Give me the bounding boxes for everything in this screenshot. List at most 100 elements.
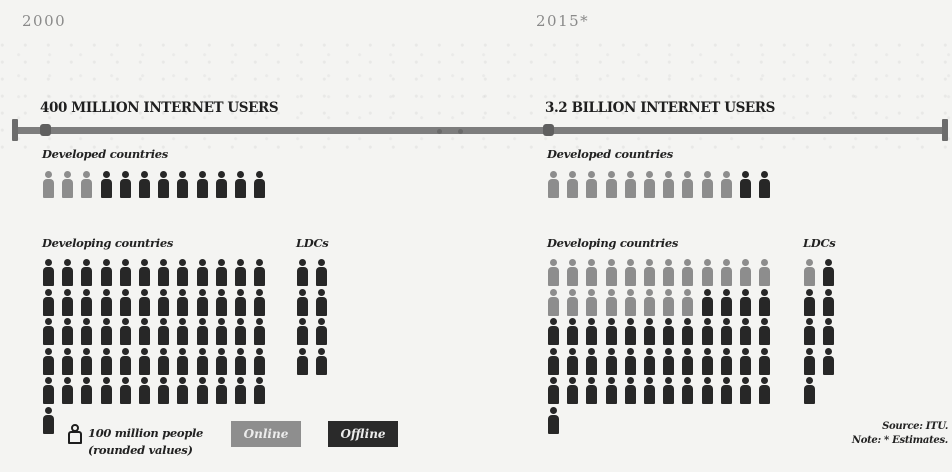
- person-icon-online-developed-countries: [624, 171, 636, 199]
- timeline-dot: [437, 129, 442, 134]
- person-icon-online-developing-countries: [681, 259, 694, 287]
- person-icon-offline-ldcs: [315, 347, 328, 376]
- person-icon-offline-developing-countries: [215, 347, 227, 376]
- person-icon-offline-developing-countries: [42, 318, 54, 346]
- person-icon-online-developing-countries: [681, 288, 694, 317]
- person-icon-offline-developing-countries: [234, 288, 246, 317]
- person-icon-offline-developing-countries: [547, 406, 559, 435]
- person-icon-online-developed-countries: [42, 171, 54, 199]
- person-icon-offline-developing-countries: [196, 347, 208, 376]
- person-icon-offline-developing-countries: [100, 347, 112, 376]
- person-icon-offline-developing-countries: [681, 377, 694, 405]
- person-icon-online-developing-countries: [624, 259, 636, 287]
- person-icon-offline-developing-countries: [215, 259, 227, 287]
- person-icon-offline-developing-countries: [176, 377, 189, 405]
- person-icon-online-developing-countries: [547, 259, 559, 287]
- person-icon-offline-developing-countries: [234, 347, 246, 376]
- label-developing-2015: Developing countries: [547, 236, 679, 250]
- person-icon-online-developing-countries: [720, 259, 732, 287]
- person-icon-offline-ldcs: [296, 318, 308, 346]
- person-icon-offline-developing-countries: [739, 318, 751, 346]
- person-icon-offline-developed-countries: [157, 171, 170, 199]
- person-icon-online-developed-countries: [547, 171, 559, 199]
- person-icon-offline-developed-countries: [196, 171, 208, 199]
- timeline-dot: [458, 129, 463, 134]
- person-icon-online-developing-countries: [662, 259, 675, 287]
- person-icon-offline-developing-countries: [585, 347, 598, 376]
- person-icon-offline-developing-countries: [643, 318, 655, 346]
- person-icon-offline-developing-countries: [80, 259, 93, 287]
- person-icon-offline-developing-countries: [61, 377, 74, 405]
- person-icon-offline-developing-countries: [253, 318, 266, 346]
- timeline-marker-2000: [40, 124, 51, 136]
- person-icon-online-developing-countries: [585, 288, 598, 317]
- person-icon-offline-developing-countries: [662, 318, 675, 346]
- person-icon-offline-developing-countries: [643, 347, 655, 376]
- person-icon-offline-developing-countries: [758, 288, 771, 317]
- person-icon-online-developing-countries: [566, 288, 579, 317]
- person-icon-offline-developing-countries: [234, 377, 246, 405]
- person-icon-offline-developing-countries: [196, 318, 208, 346]
- person-icon-offline-developing-countries: [720, 288, 732, 317]
- person-icon-offline-developing-countries: [720, 347, 732, 376]
- person-icon-offline-ldcs: [822, 318, 835, 346]
- label-developed-2000: Developed countries: [42, 147, 168, 161]
- person-icon-offline-developed-countries: [176, 171, 189, 199]
- person-icon-online-developing-countries: [758, 259, 771, 287]
- person-icon-offline-developing-countries: [253, 288, 266, 317]
- person-icon-offline-developing-countries: [701, 318, 713, 346]
- person-icon-offline-developing-countries: [643, 377, 655, 405]
- person-icon-offline-developing-countries: [720, 318, 732, 346]
- person-icon-offline-developing-countries: [566, 377, 579, 405]
- timeline-marker-2015: [543, 124, 554, 136]
- person-icon-online-developed-countries: [605, 171, 617, 199]
- person-icon-offline-ldcs: [296, 259, 308, 287]
- person-icon-offline-developing-countries: [624, 377, 636, 405]
- label-developed-2015: Developed countries: [547, 147, 673, 161]
- person-icon-offline-developing-countries: [196, 259, 208, 287]
- person-icon-online-developed-countries: [643, 171, 655, 199]
- person-icon-offline-developing-countries: [566, 347, 579, 376]
- timeline-line: [14, 127, 948, 134]
- person-icon-online-developing-countries: [643, 259, 655, 287]
- person-icon-online-developing-countries: [624, 288, 636, 317]
- person-icon-offline-developing-countries: [42, 347, 54, 376]
- person-icon-offline-developing-countries: [157, 288, 170, 317]
- person-icon-offline-developed-countries: [234, 171, 246, 199]
- person-icon-offline-developing-countries: [42, 288, 54, 317]
- person-icon-offline-ldcs: [803, 318, 815, 346]
- person-icon-offline-ldcs: [315, 318, 328, 346]
- person-icon-offline-developing-countries: [739, 377, 751, 405]
- timeline-end-tick: [942, 119, 948, 141]
- person-icon-offline-developing-countries: [253, 377, 266, 405]
- person-icon-offline-developing-countries: [119, 347, 131, 376]
- person-icon-offline-developing-countries: [624, 318, 636, 346]
- legend-unit-line1: 100 million people: [88, 426, 204, 440]
- person-icon-offline-developed-countries: [253, 171, 266, 199]
- person-icon-offline-developing-countries: [42, 259, 54, 287]
- person-icon-offline-developing-countries: [662, 377, 675, 405]
- person-icon-offline-developed-countries: [758, 171, 771, 199]
- label-ldcs-2000: LDCs: [296, 236, 329, 250]
- note-line: Note: * Estimates.: [851, 435, 948, 446]
- person-icon-offline-ldcs: [315, 259, 328, 287]
- person-icon-offline-developing-countries: [119, 288, 131, 317]
- person-icon-offline-developing-countries: [157, 347, 170, 376]
- person-icon-offline-developing-countries: [624, 347, 636, 376]
- person-icon-offline-developing-countries: [157, 377, 170, 405]
- person-icon-offline-developing-countries: [605, 347, 617, 376]
- headline-2015: 3.2 BILLION INTERNET USERS: [545, 100, 775, 116]
- person-icon-offline-developing-countries: [701, 377, 713, 405]
- person-icon-online-ldcs: [803, 259, 815, 287]
- person-icon-offline-developing-countries: [100, 318, 112, 346]
- label-developing-2000: Developing countries: [42, 236, 174, 250]
- person-icon-online-developing-countries: [739, 259, 751, 287]
- person-icon-offline-developing-countries: [176, 288, 189, 317]
- person-icon-offline-developing-countries: [100, 288, 112, 317]
- person-icon-offline-developing-countries: [157, 259, 170, 287]
- legend-offline-swatch: Offline: [328, 421, 398, 447]
- person-icon-offline-developed-countries: [215, 171, 227, 199]
- person-icon-offline-developing-countries: [138, 288, 150, 317]
- person-icon-offline-developed-countries: [138, 171, 150, 199]
- person-icon-offline-developing-countries: [196, 288, 208, 317]
